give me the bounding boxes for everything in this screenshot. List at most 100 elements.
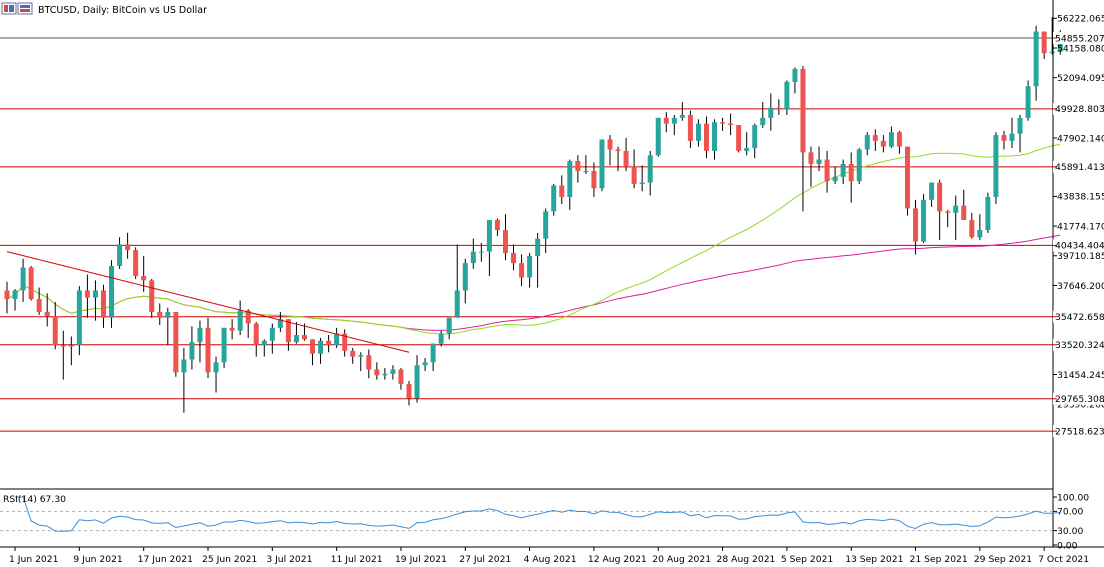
candle-body	[422, 362, 428, 366]
candle	[149, 278, 155, 318]
date-tick-label: 25 Jun 2021	[202, 554, 257, 565]
date-tick-label: 12 Aug 2021	[588, 554, 647, 565]
level-label: 40434.404	[1055, 241, 1104, 252]
candle-body	[366, 355, 372, 370]
candle-body	[535, 238, 541, 256]
candle-body	[44, 312, 50, 317]
candle-body	[703, 123, 709, 151]
candle-body	[816, 159, 822, 164]
level-label-box	[1053, 31, 1103, 44]
candle	[687, 110, 693, 149]
candle-body	[1001, 135, 1007, 141]
candle-body	[519, 263, 525, 278]
level-label: 54855.207	[1055, 33, 1104, 44]
candle	[486, 219, 492, 277]
candle-body	[792, 68, 798, 82]
candle-body	[736, 125, 742, 151]
date-tick-label: 19 Jul 2021	[395, 554, 447, 565]
candle	[977, 214, 983, 241]
candle	[937, 179, 943, 241]
candle-body	[712, 122, 718, 151]
candle-body	[470, 251, 476, 264]
candle-body	[921, 199, 927, 242]
candle-body	[744, 148, 750, 151]
candle	[671, 114, 677, 136]
rsi-tick-label: 70.00	[1057, 507, 1083, 518]
symbol-icon	[17, 2, 33, 15]
candle	[125, 232, 131, 259]
level-label: 45891.413	[1055, 162, 1104, 173]
candle	[109, 260, 115, 328]
candle-body	[358, 355, 364, 357]
candle	[117, 237, 123, 269]
candle-body	[687, 114, 693, 141]
date-tick-label: 13 Sep 2021	[845, 554, 903, 565]
price-tick-label: 54158.080	[1057, 43, 1104, 54]
candle-body	[334, 333, 340, 346]
candle-body	[430, 343, 436, 363]
candle	[752, 123, 758, 159]
candle	[366, 349, 372, 379]
candle	[1041, 31, 1047, 59]
candle-body	[173, 312, 179, 373]
candle	[864, 132, 870, 156]
candle	[703, 116, 709, 159]
window-icon-bar	[4, 5, 8, 12]
candle-body	[575, 161, 581, 172]
candle	[269, 323, 275, 354]
candle	[237, 300, 243, 336]
candle	[494, 218, 500, 236]
candle	[744, 132, 750, 156]
date-tick-label: 11 Jul 2021	[331, 554, 383, 565]
candle	[1025, 80, 1031, 121]
candle	[414, 355, 420, 403]
candle	[945, 209, 951, 228]
candle	[382, 368, 388, 380]
candle-body	[205, 327, 211, 373]
candle-body	[157, 312, 163, 318]
candle	[880, 135, 886, 153]
level-label-box	[1053, 160, 1103, 173]
candle-body	[446, 317, 452, 334]
candle-body	[374, 369, 380, 376]
candle	[213, 356, 219, 393]
candle	[36, 287, 42, 315]
candle-body	[36, 299, 42, 313]
candle	[856, 148, 862, 185]
candle	[599, 139, 605, 192]
chart-title: BTCUSD, Daily: BitCoin vs US Dollar	[38, 5, 207, 16]
candle	[736, 125, 742, 153]
candle-body	[840, 163, 846, 177]
candle-body	[864, 135, 870, 150]
candle-body	[100, 290, 106, 318]
candle	[189, 326, 195, 370]
date-axis: 1 Jun 2021 9 Jun 2021 17 Jun 2021 25 Jun 20…	[9, 547, 1089, 565]
candle-body	[567, 161, 573, 197]
candle-body	[929, 182, 935, 200]
candle	[374, 362, 380, 380]
candle-body	[695, 123, 701, 141]
candle	[969, 212, 975, 239]
candle-body	[181, 359, 187, 373]
symbol-icon-bar	[20, 9, 30, 12]
candle	[398, 368, 404, 390]
candle-body	[945, 211, 951, 213]
date-tick-label: 9 Jun 2021	[73, 554, 122, 565]
candle-body	[245, 310, 251, 324]
candle-body	[631, 166, 637, 185]
candle-body	[583, 171, 589, 173]
date-tick-label: 29 Sep 2021	[974, 554, 1032, 565]
candle	[1033, 25, 1039, 101]
candle-body	[993, 135, 999, 197]
date-tick-label: 7 Oct 2021	[1038, 554, 1089, 565]
candle-body	[253, 323, 259, 346]
candle-body	[478, 251, 484, 253]
candle	[800, 66, 806, 212]
candle	[245, 309, 251, 338]
candle	[285, 319, 291, 351]
rsi-panel: RSI(14) 67.30 100.00 70.00 30.00 0.00	[0, 492, 1089, 551]
candle-body	[165, 312, 171, 318]
candle	[993, 132, 999, 205]
level-label: 33520.324	[1055, 340, 1104, 351]
